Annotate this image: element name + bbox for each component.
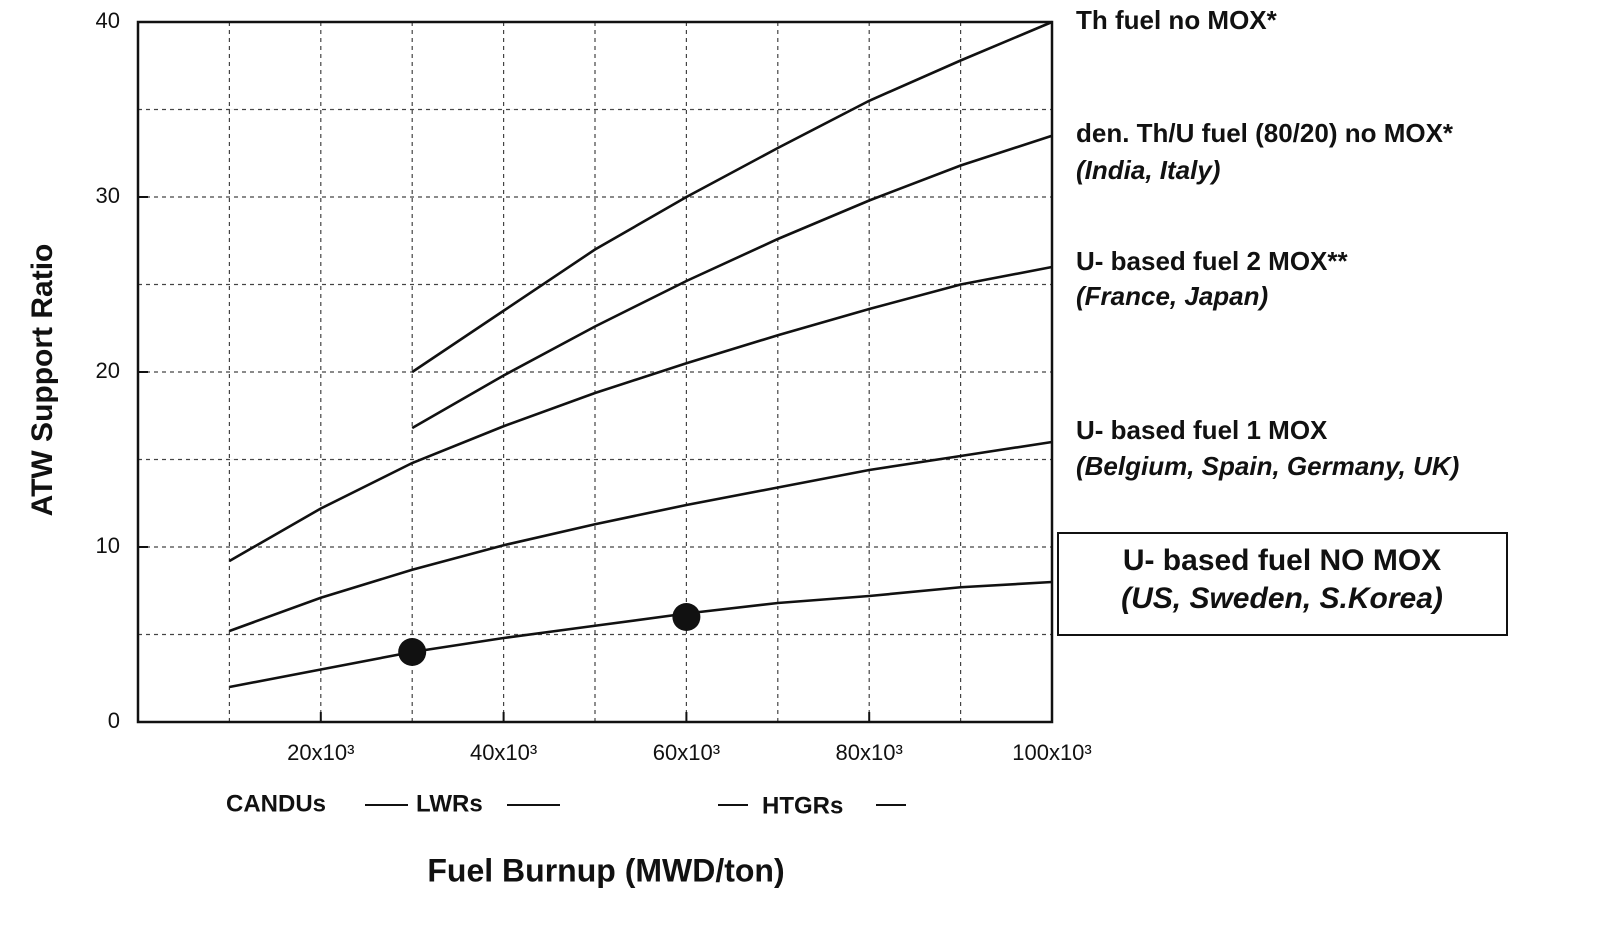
- series-note: (US, Sweden, S.Korea): [1121, 582, 1443, 615]
- y-axis-label: ATW Support Ratio: [26, 244, 59, 517]
- series-note: (India, Italy): [1076, 155, 1220, 185]
- reactor-label: LWRs: [416, 790, 483, 817]
- x-tick-label: 20x10³: [287, 740, 354, 765]
- series-label: den. Th/U fuel (80/20) no MOX*: [1076, 118, 1454, 148]
- series-line: [411, 20, 1053, 374]
- y-tick-label: 40: [96, 8, 120, 33]
- series-line: [228, 265, 1053, 563]
- series-label: U- based fuel NO MOX: [1123, 544, 1441, 577]
- x-axis-label: Fuel Burnup (MWD/ton): [427, 852, 784, 888]
- reactor-label: CANDUs: [226, 790, 326, 817]
- x-tick-label: 40x10³: [470, 740, 537, 765]
- series-line: [229, 580, 1053, 689]
- reactor-label: HTGRs: [762, 792, 843, 819]
- marker: [398, 638, 427, 666]
- series-label: U- based fuel 1 MOX: [1076, 415, 1328, 445]
- x-tick-label: 60x10³: [653, 740, 720, 765]
- series-note: (France, Japan): [1076, 281, 1268, 311]
- y-tick-label: 20: [96, 358, 120, 383]
- highlight-box: [1057, 532, 1508, 636]
- series-line: [228, 440, 1053, 633]
- y-tick-label: 30: [96, 183, 120, 208]
- y-tick-label: 10: [96, 533, 120, 558]
- x-tick-label: 80x10³: [836, 740, 903, 765]
- series-line: [411, 134, 1053, 430]
- marker: [672, 603, 701, 631]
- y-tick-label: 0: [108, 708, 120, 733]
- plot-frame: [136, 20, 1054, 724]
- series-note: (Belgium, Spain, Germany, UK): [1076, 451, 1459, 481]
- series-label: U- based fuel 2 MOX**: [1076, 246, 1348, 276]
- series-label: Th fuel no MOX*: [1076, 5, 1278, 35]
- x-tick-label: 100x10³: [1012, 740, 1092, 765]
